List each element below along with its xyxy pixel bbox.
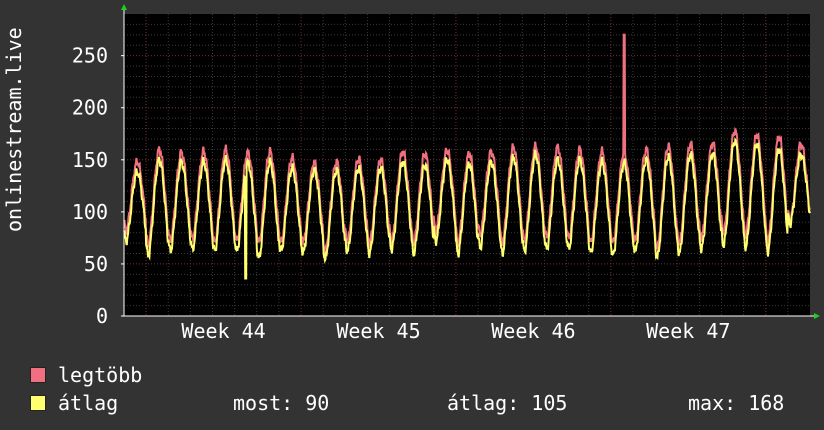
y-axis-label: onlinestream.live	[2, 27, 26, 232]
series-group	[123, 33, 811, 280]
legend-label-legtobb: legtöbb	[58, 363, 143, 387]
y-tick-label: 100	[72, 200, 108, 224]
x-tick-label: Week 44	[181, 319, 265, 343]
axes: 0 50 100 150 200 250 Week 44 Week 45 Week 46 Week…	[72, 4, 820, 343]
y-axis-arrow	[121, 4, 127, 10]
x-tick-label: Week 45	[336, 319, 420, 343]
y-tick-label: 150	[72, 148, 108, 172]
legend-swatch-atlag	[30, 395, 46, 411]
grid	[124, 14, 810, 316]
x-tick-label: Week 46	[491, 319, 575, 343]
y-tick-label: 50	[84, 252, 108, 276]
legend-swatch-legtobb	[30, 367, 46, 383]
series-line-atlag	[123, 136, 811, 280]
y-tick-label: 250	[72, 44, 108, 68]
x-tick-label: Week 47	[646, 319, 730, 343]
stat-atlag: átlag: 105	[447, 391, 568, 415]
legend-item-atlag: átlag	[30, 391, 118, 415]
y-tick-label: 0	[96, 304, 108, 328]
stat-max: max: 168	[688, 391, 785, 415]
y-tick-label: 200	[72, 96, 108, 120]
legend-item-legtobb: legtöbb	[30, 363, 142, 387]
x-axis-arrow	[814, 313, 820, 319]
stat-most: most: 90	[233, 391, 330, 415]
legend-label-atlag: átlag	[58, 391, 119, 415]
